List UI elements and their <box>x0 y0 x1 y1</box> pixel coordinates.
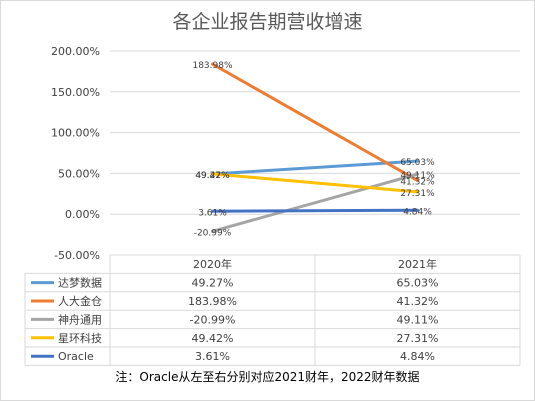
data-label: 3.61% <box>198 208 227 218</box>
legend-label: 星环科技 <box>58 331 102 345</box>
legend-label: 达梦数据 <box>58 276 102 290</box>
table-cell: 65.03% <box>397 277 439 290</box>
data-label: 27.31% <box>400 189 435 199</box>
footnote: 注：Oracle从左至右分别对应2021财年，2022财年数据 <box>115 370 420 384</box>
legend-label: 神舟通用 <box>58 312 102 326</box>
table-cell: -20.99% <box>190 313 236 326</box>
data-label: 49.42% <box>195 171 230 181</box>
series-line <box>211 62 419 182</box>
table-cell: 27.31% <box>397 332 439 345</box>
series-line <box>211 208 419 213</box>
legend-label: 人大金仓 <box>58 294 102 308</box>
table-cell: 49.27% <box>192 277 234 290</box>
y-axis: 200.00% 150.00% 100.00% 50.00% 0.00% -50.00% <box>51 45 100 262</box>
table-header-cell: 2021年 <box>398 257 437 271</box>
y-tick-label: 150.00% <box>51 86 100 99</box>
data-labels: 49.27% 65.03% 183.98% 41.32% -20.99% 49.11% 49… <box>192 61 435 238</box>
y-tick-label: -50.00% <box>54 249 100 262</box>
data-label: 49.27% <box>195 171 230 181</box>
series-line <box>211 172 419 233</box>
data-label: 49.11% <box>400 171 435 181</box>
data-label: -20.99% <box>194 228 232 238</box>
legend-label: Oracle <box>58 350 94 363</box>
data-label: 4.84% <box>403 207 432 217</box>
series-line <box>211 159 419 176</box>
table-cell: 41.32% <box>397 295 439 308</box>
y-tick-label: 0.00% <box>65 208 100 221</box>
chart-title: 各企业报告期营收增速 <box>172 11 363 33</box>
table-cell: 49.11% <box>397 313 439 326</box>
data-label: 183.98% <box>192 61 232 71</box>
data-label: 41.32% <box>400 177 435 187</box>
chart-gridlines <box>110 50 520 256</box>
series-line <box>211 172 419 194</box>
table-cell: 183.98% <box>188 295 237 308</box>
y-tick-label: 200.00% <box>51 45 100 58</box>
table-cell: 3.61% <box>195 350 230 363</box>
data-label: 65.03% <box>400 158 435 168</box>
y-tick-label: 50.00% <box>58 167 100 180</box>
table-header-cell: 2020年 <box>193 257 232 271</box>
series-lines <box>211 62 419 233</box>
y-tick-label: 100.00% <box>51 127 100 140</box>
table-cell: 49.42% <box>192 332 234 345</box>
table-cell: 4.84% <box>400 350 435 363</box>
